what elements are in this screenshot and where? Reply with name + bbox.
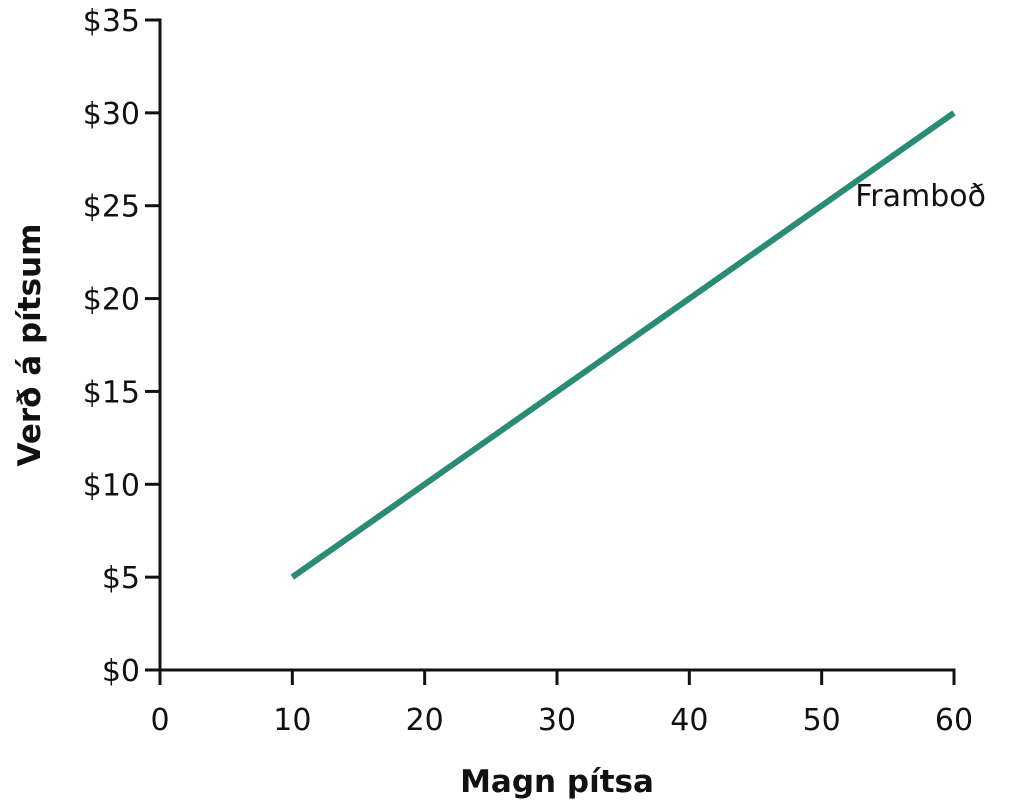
y-tick-label: $0 [102, 654, 140, 689]
supply-curve-line [290, 110, 956, 580]
x-tick-label: 60 [935, 703, 973, 738]
y-axis-title: Verð á pítsum [12, 224, 48, 467]
y-tick-label: $35 [83, 4, 140, 39]
x-axis-title: Magn pítsa [460, 764, 654, 800]
y-tick-label: $10 [83, 468, 140, 503]
x-axis-ticks: 0 10 20 30 40 50 60 [150, 670, 973, 738]
y-tick-label: $5 [102, 561, 140, 596]
x-tick-label: 40 [670, 703, 708, 738]
y-tick-label: $30 [83, 97, 140, 132]
x-tick-label: 50 [803, 703, 841, 738]
x-tick-label: 30 [538, 703, 576, 738]
supply-curve-label: Framboð [855, 179, 986, 214]
series-group: Framboð [290, 110, 986, 580]
x-tick-label: 20 [406, 703, 444, 738]
y-axis-ticks: $0 $5 $10 $15 $20 $25 $30 $35 [83, 4, 160, 689]
y-tick-label: $20 [83, 283, 140, 318]
x-tick-label: 10 [273, 703, 311, 738]
y-tick-label: $15 [83, 375, 140, 410]
y-tick-label: $25 [83, 190, 140, 225]
x-tick-label: 0 [150, 703, 169, 738]
